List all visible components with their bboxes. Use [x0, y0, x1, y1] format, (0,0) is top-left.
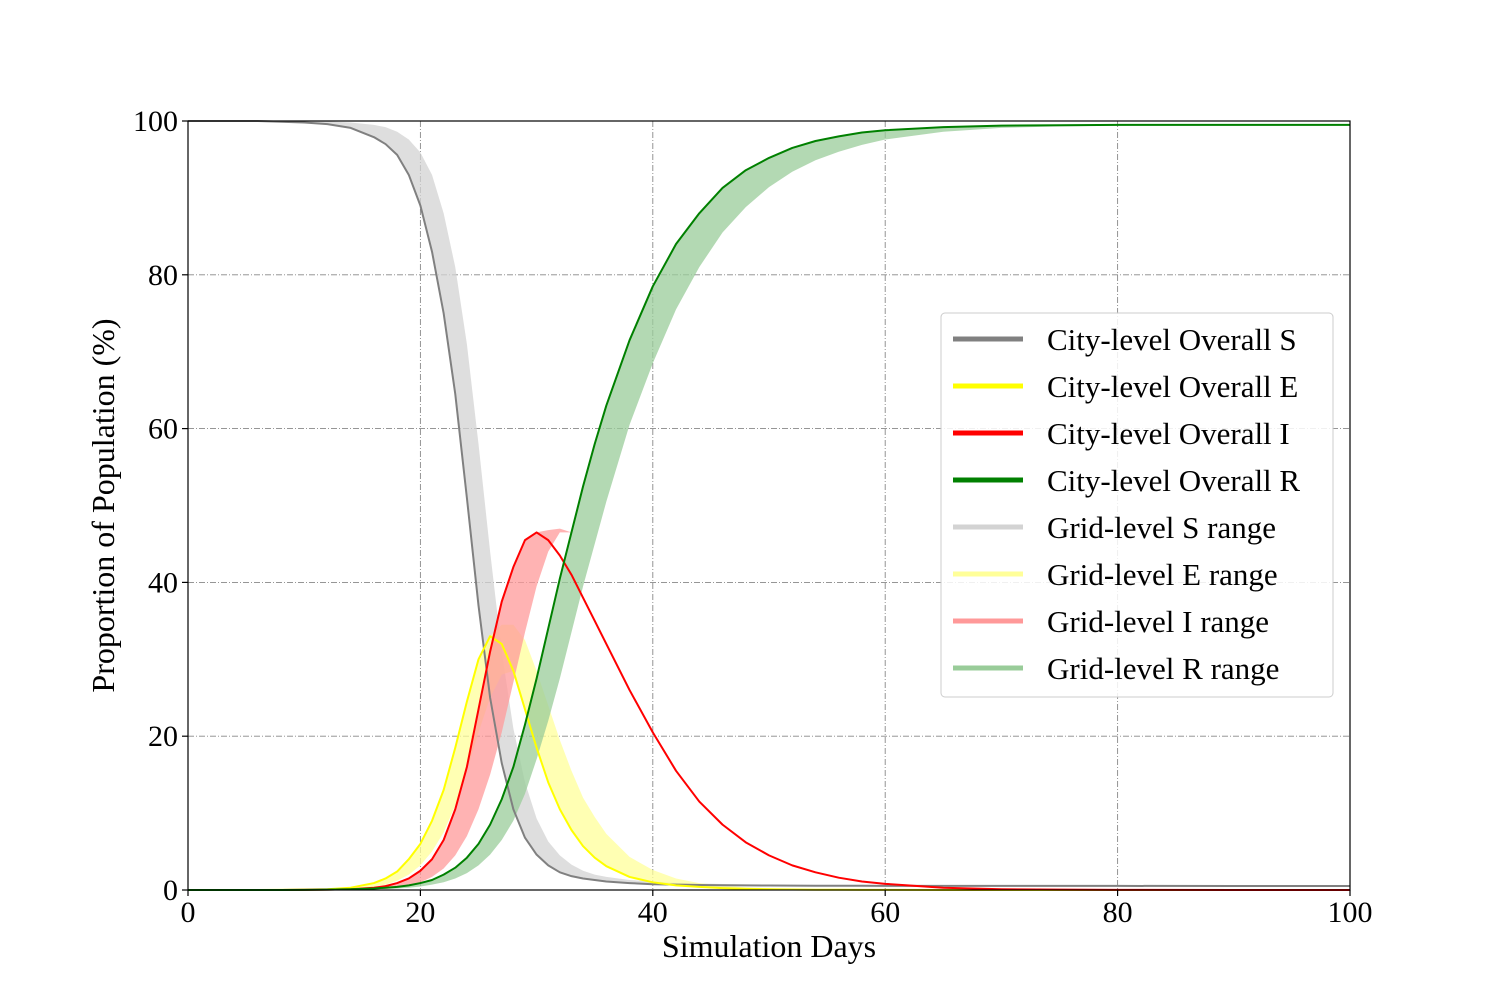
- y-tick-label: 40: [148, 566, 178, 599]
- legend-label: Grid-level E range: [1047, 557, 1278, 592]
- y-tick-label: 80: [148, 259, 178, 292]
- legend-label: Grid-level I range: [1047, 604, 1269, 639]
- legend-label: Grid-level R range: [1047, 651, 1279, 686]
- x-tick-label: 20: [405, 896, 435, 929]
- legend-label: Grid-level S range: [1047, 510, 1276, 545]
- x-axis-label: Simulation Days: [662, 928, 876, 964]
- x-tick-label: 80: [1103, 896, 1133, 929]
- y-tick-label: 60: [148, 413, 178, 446]
- legend-label: City-level Overall I: [1047, 416, 1290, 451]
- legend-label: City-level Overall R: [1047, 463, 1300, 498]
- x-tick-label: 40: [638, 896, 668, 929]
- y-axis-label: Proportion of Population (%): [85, 318, 121, 692]
- x-tick-label: 100: [1328, 896, 1373, 929]
- x-tick-label: 0: [181, 896, 196, 929]
- y-tick-label: 0: [163, 874, 178, 907]
- y-tick-label: 100: [133, 105, 178, 138]
- legend-label: City-level Overall E: [1047, 369, 1298, 404]
- x-tick-label: 60: [870, 896, 900, 929]
- legend: City-level Overall S City-level Overall E…: [941, 313, 1333, 697]
- y-tick-label: 20: [148, 720, 178, 753]
- legend-label: City-level Overall S: [1047, 322, 1297, 357]
